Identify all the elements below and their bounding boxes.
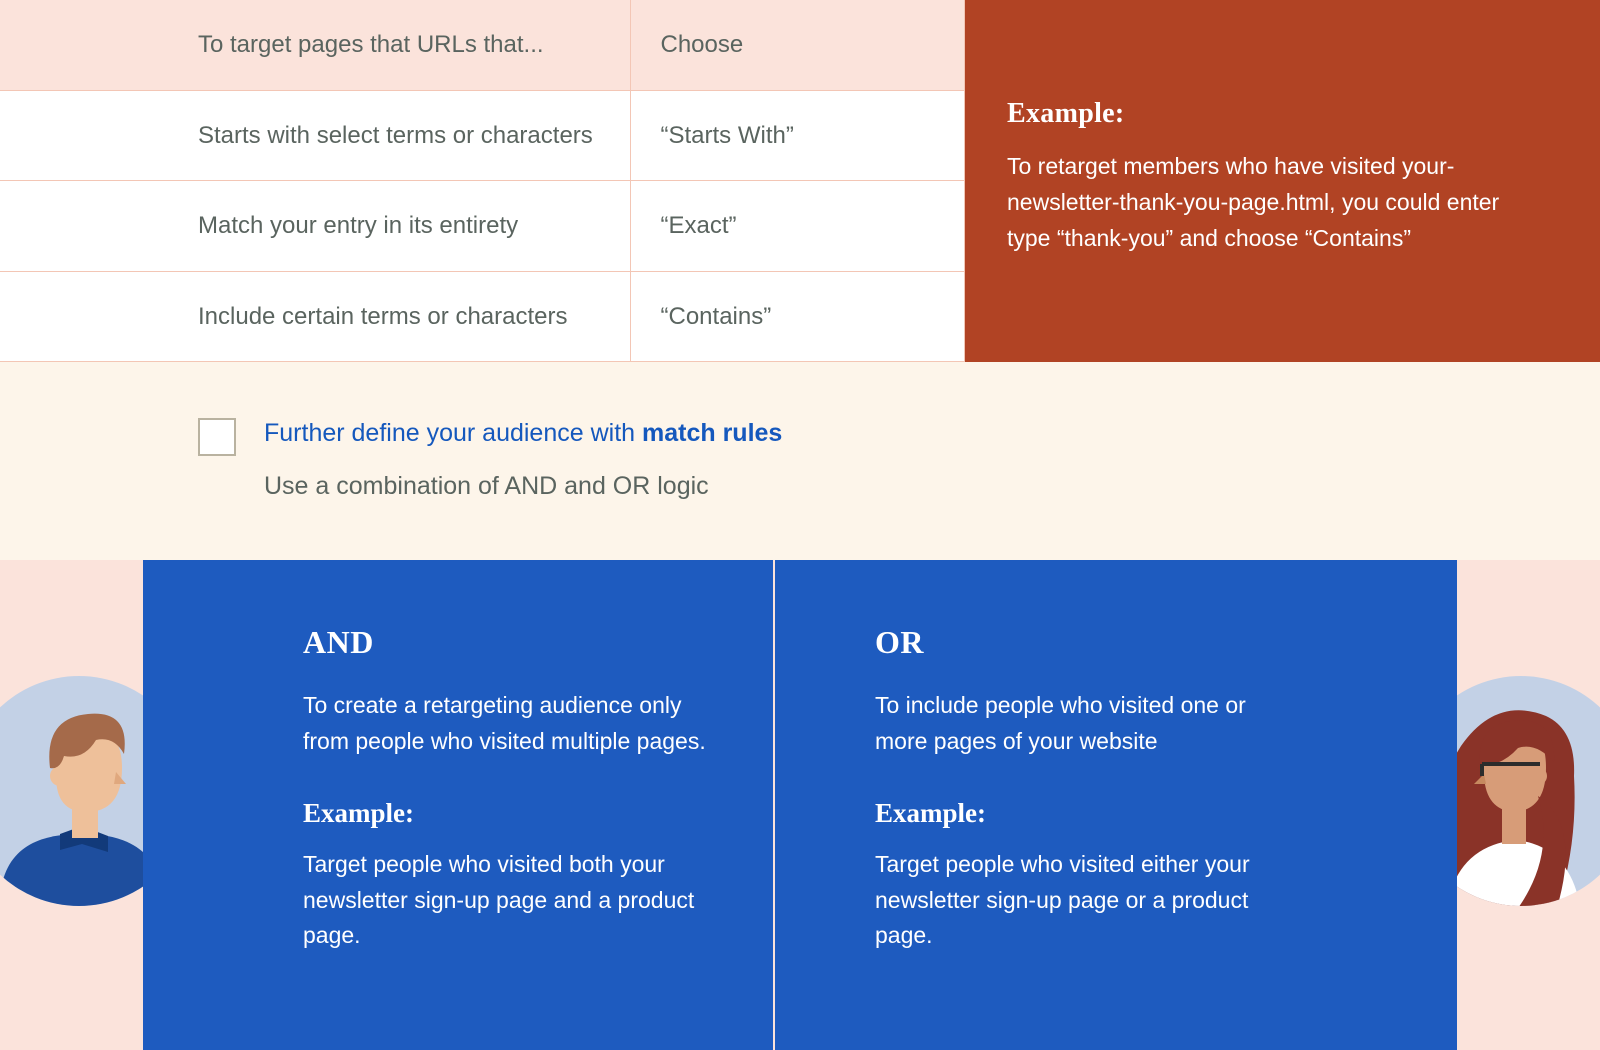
match-rules-section: Further define your audience with match …	[0, 362, 1600, 560]
table-header-row: To target pages that URLs that... Choose	[0, 0, 965, 90]
table-header-choose: Choose	[630, 0, 965, 90]
table-cell-choice: “Starts With”	[630, 90, 965, 181]
and-panel: AND To create a retargeting audience onl…	[143, 560, 773, 1050]
example-body: To retarget members who have visited you…	[1007, 149, 1540, 256]
example-callout: Example: To retarget members who have vi…	[965, 0, 1600, 362]
table-row: Starts with select terms or characters “…	[0, 90, 965, 181]
table-cell-condition: Include certain terms or characters	[0, 271, 630, 362]
top-section: To target pages that URLs that... Choose…	[0, 0, 1600, 362]
and-example-body: Target people who visited both your news…	[303, 847, 715, 954]
table-row: Match your entry in its entirety “Exact”	[0, 181, 965, 272]
match-rules-checkbox[interactable]	[198, 418, 236, 456]
and-title: AND	[303, 618, 715, 668]
table-row: Include certain terms or characters “Con…	[0, 271, 965, 362]
table-cell-choice: “Exact”	[630, 181, 965, 272]
table-cell-condition: Match your entry in its entirety	[0, 181, 630, 272]
table-cell-choice: “Contains”	[630, 271, 965, 362]
table-header-target: To target pages that URLs that...	[0, 0, 630, 90]
and-example-title: Example:	[303, 793, 715, 835]
or-example-title: Example:	[875, 793, 1287, 835]
url-match-table-wrap: To target pages that URLs that... Choose…	[0, 0, 965, 362]
or-example-body: Target people who visited either your ne…	[875, 847, 1287, 954]
or-panel: OR To include people who visited one or …	[773, 560, 1457, 1050]
or-desc: To include people who visited one or mor…	[875, 688, 1287, 759]
and-desc: To create a retargeting audience only fr…	[303, 688, 715, 759]
match-rules-subtext: Use a combination of AND and OR logic	[264, 469, 782, 504]
table-cell-condition: Starts with select terms or characters	[0, 90, 630, 181]
logic-section: AND To create a retargeting audience onl…	[0, 560, 1600, 1050]
match-rules-link[interactable]: Further define your audience with match …	[264, 416, 782, 451]
match-rules-link-bold: match rules	[642, 419, 782, 447]
url-match-table: To target pages that URLs that... Choose…	[0, 0, 965, 362]
match-rules-link-prefix: Further define your audience with	[264, 419, 642, 447]
or-title: OR	[875, 618, 1287, 668]
example-title: Example:	[1007, 92, 1540, 135]
